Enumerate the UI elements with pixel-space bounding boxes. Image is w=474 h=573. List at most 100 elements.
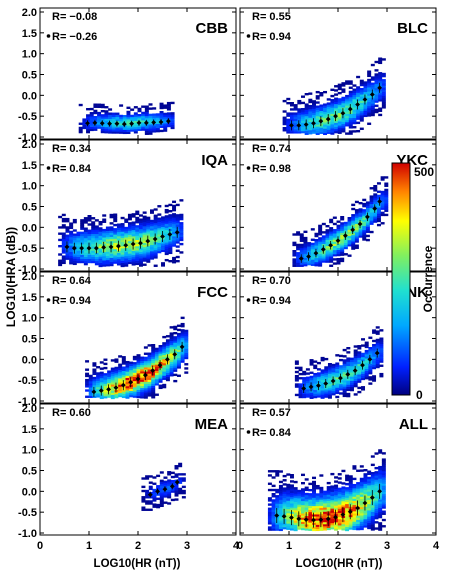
heatmap-cell: [114, 395, 119, 399]
mean-point: [135, 376, 141, 382]
heatmap-cell: [119, 104, 124, 107]
heatmap-cell: [175, 222, 180, 225]
heatmap-cell: [379, 354, 384, 357]
heatmap-cell: [147, 383, 152, 387]
heatmap-cell: [378, 526, 383, 529]
heatmap-cell: [338, 383, 343, 387]
heatmap-cell: [323, 109, 328, 113]
heatmap-cell: [368, 365, 373, 369]
heatmap-cell: [334, 480, 339, 483]
heatmap-cell: [348, 527, 353, 530]
heatmap-cell: [289, 528, 294, 531]
heatmap-cell: [120, 223, 125, 226]
heatmap-cell: [140, 375, 145, 378]
heatmap-cell: [380, 195, 385, 198]
heatmap-cell: [309, 371, 314, 374]
heatmap-cell: [69, 259, 74, 263]
heatmap-cell: [179, 234, 184, 237]
heatmap-cell: [122, 127, 127, 130]
heatmap-cell: [121, 368, 126, 371]
heatmap-cell: [362, 232, 367, 235]
heatmap-cell: [88, 381, 93, 384]
heatmap-cell: [168, 222, 173, 225]
heatmap-cell: [334, 524, 339, 527]
heatmap-cell: [293, 526, 298, 530]
heatmap-cell: [76, 235, 81, 239]
heatmap-cell: [110, 380, 115, 383]
heatmap-cell: [61, 242, 66, 246]
heatmap-cell: [76, 237, 81, 241]
heatmap-cell: [303, 238, 308, 242]
heatmap-cell: [321, 235, 326, 238]
heatmap-cell: [184, 340, 189, 343]
heatmap-cell: [127, 259, 132, 263]
mean-point: [289, 515, 294, 520]
heatmap-cell: [340, 259, 345, 263]
heatmap-cell: [308, 505, 313, 508]
heatmap-cell: [286, 502, 291, 505]
heatmap-cell: [61, 236, 66, 240]
heatmap-cell: [142, 240, 147, 244]
heatmap-cell: [351, 234, 356, 238]
heatmap-cell: [146, 216, 151, 220]
heatmap-cell: [305, 378, 310, 382]
heatmap-cell: [380, 222, 385, 225]
heatmap-cell: [80, 256, 85, 260]
heatmap-cell: [332, 251, 337, 255]
heatmap-cell: [140, 366, 145, 370]
heatmap-cell: [378, 59, 383, 62]
heatmap-cell: [65, 251, 70, 254]
heatmap-cell: [132, 364, 137, 367]
heatmap-cell: [168, 216, 173, 219]
heatmap-cell: [151, 360, 156, 364]
heatmap-cell: [361, 388, 366, 391]
heatmap-cell: [121, 395, 126, 399]
heatmap-cell: [129, 376, 134, 379]
heatmap-cell: [169, 365, 174, 369]
heatmap-cell: [109, 261, 114, 265]
heatmap-cell: [91, 217, 96, 220]
heatmap-cell: [150, 223, 154, 227]
heatmap-cell: [278, 491, 283, 494]
heatmap-cell: [372, 348, 377, 351]
heatmap-cell: [359, 496, 364, 499]
heatmap-cell: [294, 370, 299, 374]
heatmap-cell: [126, 106, 131, 109]
heatmap-cell: [370, 486, 375, 489]
heatmap-cell: [294, 366, 299, 370]
heatmap-cell: [129, 374, 134, 377]
heatmap-cell: [140, 391, 145, 395]
heatmap-cell: [170, 120, 175, 123]
heatmap-cell: [357, 367, 362, 371]
heatmap-cell: [375, 347, 380, 350]
heatmap-cell: [143, 381, 148, 385]
heatmap-cell: [338, 392, 343, 395]
heatmap-cell: [143, 352, 148, 355]
heatmap-cell: [180, 333, 185, 336]
heatmap-cell: [150, 257, 154, 260]
heatmap-cell: [130, 129, 135, 132]
heatmap-cell: [341, 117, 346, 120]
mean-point: [86, 245, 92, 251]
heatmap-cell: [372, 354, 377, 357]
heatmap-cell: [124, 251, 129, 255]
heatmap-cell: [135, 254, 140, 257]
heatmap-cell: [143, 371, 148, 374]
heatmap-cell: [146, 229, 151, 232]
heatmap-cell: [102, 243, 107, 246]
heatmap-cell: [148, 107, 153, 110]
heatmap-cell: [131, 238, 136, 241]
heatmap-cell: [293, 514, 298, 517]
heatmap-cell: [87, 240, 92, 243]
heatmap-cell: [341, 84, 346, 87]
heatmap-cell: [351, 237, 356, 240]
heatmap-cell: [275, 520, 280, 523]
heatmap-cell: [316, 368, 321, 371]
heatmap-cell: [313, 379, 318, 382]
heatmap-cell: [341, 90, 346, 93]
heatmap-cell: [356, 519, 361, 522]
heatmap-cell: [378, 522, 383, 525]
heatmap-cell: [116, 223, 121, 226]
heatmap-cell: [130, 108, 135, 111]
heatmap-cell: [147, 354, 152, 358]
